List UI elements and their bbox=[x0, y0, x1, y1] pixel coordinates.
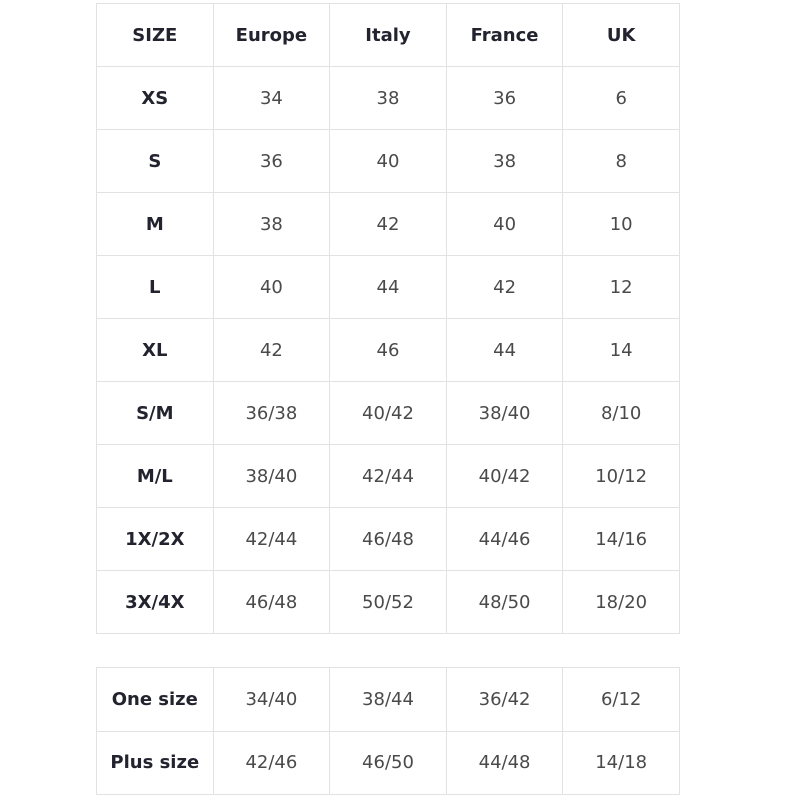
column-header: UK bbox=[562, 3, 680, 67]
size-value-cell: 14/16 bbox=[562, 507, 680, 571]
size-value-cell: 40 bbox=[329, 129, 447, 193]
size-value-cell: 40/42 bbox=[329, 381, 447, 445]
size-label-cell: M bbox=[96, 192, 214, 256]
size-label-cell: L bbox=[96, 255, 214, 319]
size-value-cell: 50/52 bbox=[329, 570, 447, 634]
size-value-cell: 36 bbox=[445, 66, 564, 130]
size-value-cell: 36/42 bbox=[445, 667, 564, 732]
column-header: SIZE bbox=[96, 3, 214, 67]
size-value-cell: 46 bbox=[329, 318, 447, 382]
size-value-cell: 44 bbox=[329, 255, 447, 319]
size-label-cell: Plus size bbox=[96, 730, 214, 795]
size-label-cell: 1X/2X bbox=[96, 507, 214, 571]
size-value-cell: 34 bbox=[212, 66, 331, 130]
size-value-cell: 36 bbox=[212, 129, 331, 193]
size-value-cell: 38/40 bbox=[212, 444, 331, 508]
table-row: Plus size 42/46 46/50 44/48 14/18 bbox=[96, 730, 680, 795]
size-value-cell: 40 bbox=[212, 255, 331, 319]
size-label-cell: S/M bbox=[96, 381, 214, 445]
table-row: L 40 44 42 12 bbox=[96, 255, 680, 319]
header-row: SIZE Europe Italy France UK bbox=[96, 3, 680, 67]
size-value-cell: 42/44 bbox=[212, 507, 331, 571]
size-value-cell: 38 bbox=[445, 129, 564, 193]
size-value-cell: 38 bbox=[329, 66, 447, 130]
size-label-cell: M/L bbox=[96, 444, 214, 508]
size-value-cell: 14/18 bbox=[562, 730, 680, 795]
column-header: France bbox=[445, 3, 564, 67]
size-value-cell: 44 bbox=[445, 318, 564, 382]
table-row: S 36 40 38 8 bbox=[96, 129, 680, 193]
size-value-cell: 40/42 bbox=[445, 444, 564, 508]
table-row: 3X/4X 46/48 50/52 48/50 18/20 bbox=[96, 570, 680, 634]
size-value-cell: 42 bbox=[329, 192, 447, 256]
size-value-cell: 44/46 bbox=[445, 507, 564, 571]
size-value-cell: 38/40 bbox=[445, 381, 564, 445]
column-header: Europe bbox=[212, 3, 331, 67]
size-label-cell: S bbox=[96, 129, 214, 193]
size-value-cell: 12 bbox=[562, 255, 680, 319]
size-value-cell: 42 bbox=[445, 255, 564, 319]
size-value-cell: 38 bbox=[212, 192, 331, 256]
size-label-cell: XL bbox=[96, 318, 214, 382]
special-sizes-table: One size 34/40 38/44 36/42 6/12 Plus size 42/4… bbox=[96, 667, 680, 795]
size-value-cell: 48/50 bbox=[445, 570, 564, 634]
table-row: XS 34 38 36 6 bbox=[96, 66, 680, 130]
size-value-cell: 6/12 bbox=[562, 667, 680, 732]
column-header: Italy bbox=[329, 3, 447, 67]
size-value-cell: 40 bbox=[445, 192, 564, 256]
table-row: M 38 42 40 10 bbox=[96, 192, 680, 256]
table-row: XL 42 46 44 14 bbox=[96, 318, 680, 382]
size-value-cell: 8 bbox=[562, 129, 680, 193]
size-value-cell: 14 bbox=[562, 318, 680, 382]
size-value-cell: 42 bbox=[212, 318, 331, 382]
size-label-cell: One size bbox=[96, 667, 214, 732]
table-row: S/M 36/38 40/42 38/40 8/10 bbox=[96, 381, 680, 445]
size-value-cell: 8/10 bbox=[562, 381, 680, 445]
size-value-cell: 46/48 bbox=[329, 507, 447, 571]
size-value-cell: 34/40 bbox=[212, 667, 331, 732]
size-label-cell: XS bbox=[96, 66, 214, 130]
table-row: 1X/2X 42/44 46/48 44/46 14/16 bbox=[96, 507, 680, 571]
table-row: M/L 38/40 42/44 40/42 10/12 bbox=[96, 444, 680, 508]
size-value-cell: 42/46 bbox=[212, 730, 331, 795]
size-value-cell: 46/48 bbox=[212, 570, 331, 634]
size-value-cell: 10 bbox=[562, 192, 680, 256]
size-value-cell: 42/44 bbox=[329, 444, 447, 508]
size-value-cell: 46/50 bbox=[329, 730, 447, 795]
size-value-cell: 10/12 bbox=[562, 444, 680, 508]
size-value-cell: 36/38 bbox=[212, 381, 331, 445]
size-value-cell: 44/48 bbox=[445, 730, 564, 795]
size-value-cell: 18/20 bbox=[562, 570, 680, 634]
size-value-cell: 38/44 bbox=[329, 667, 447, 732]
table-row: One size 34/40 38/44 36/42 6/12 bbox=[96, 667, 680, 732]
size-value-cell: 6 bbox=[562, 66, 680, 130]
size-label-cell: 3X/4X bbox=[96, 570, 214, 634]
size-chart-table: SIZE Europe Italy France UK XS 34 38 36 6 S 36 40 38… bbox=[96, 3, 680, 634]
